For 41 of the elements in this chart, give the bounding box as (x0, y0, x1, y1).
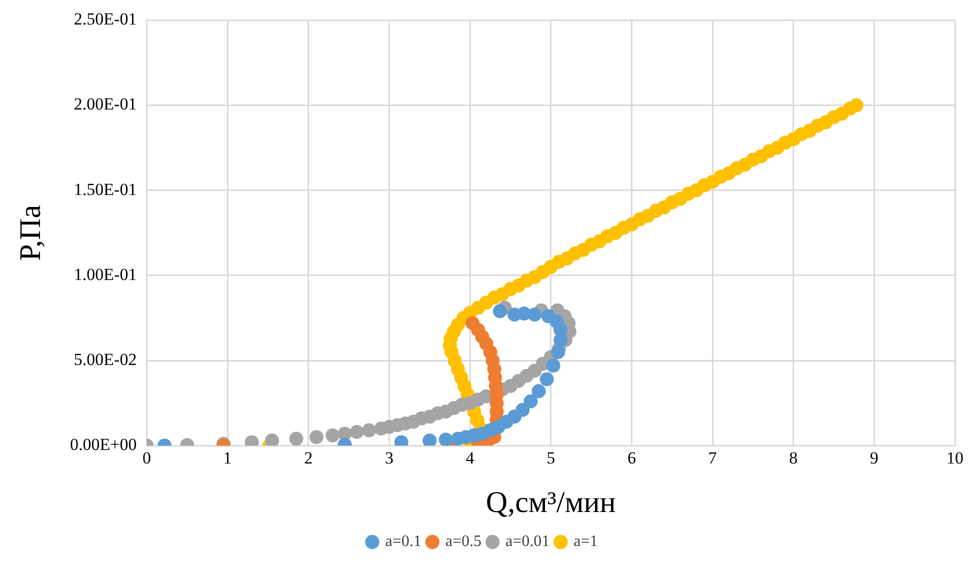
point (551, 345, 566, 360)
point (532, 384, 546, 398)
legend-label: a=0.5 (445, 533, 482, 550)
legend-label: a=0.1 (385, 533, 422, 550)
y-tick-label: 2.00E-01 (74, 94, 137, 114)
point (492, 304, 507, 318)
x-tick-label: 4 (466, 448, 475, 468)
point (350, 424, 364, 439)
point (326, 428, 340, 442)
x-tick-label: 5 (546, 448, 556, 468)
point (309, 430, 324, 444)
point (438, 432, 453, 446)
point (540, 372, 554, 386)
point (546, 358, 560, 373)
x-tick-label: 6 (627, 448, 636, 468)
x-tick-label: 10 (946, 448, 964, 468)
y-tick-label: 1.00E-01 (74, 264, 137, 284)
x-axis-title: Q,см³/мин (486, 486, 616, 519)
x-tick-label: 0 (142, 448, 151, 468)
y-tick-label: 0.00E+00 (70, 435, 137, 454)
x-tick-label: 3 (384, 448, 394, 468)
x-tick-label: 9 (870, 448, 878, 468)
x-tick-label: 7 (708, 448, 718, 468)
point (289, 432, 304, 446)
legend-label: a=1 (574, 533, 598, 550)
point (265, 433, 280, 446)
x-tick-label: 1 (223, 448, 232, 468)
point (465, 316, 480, 330)
y-axis-title: P,Па (14, 204, 47, 261)
point (516, 402, 530, 417)
point (422, 433, 437, 446)
point (362, 423, 376, 438)
legend-label: a=0.01 (506, 533, 550, 550)
point (507, 308, 522, 322)
point (524, 394, 538, 408)
y-tick-label: 2.50E-01 (74, 10, 137, 29)
x-tick-label: 2 (304, 448, 313, 468)
x-tick-label: 8 (789, 448, 798, 468)
y-tick-label: 1.50E-01 (74, 180, 137, 199)
y-tick-label: 5.00E-02 (74, 350, 137, 369)
point (541, 309, 556, 324)
